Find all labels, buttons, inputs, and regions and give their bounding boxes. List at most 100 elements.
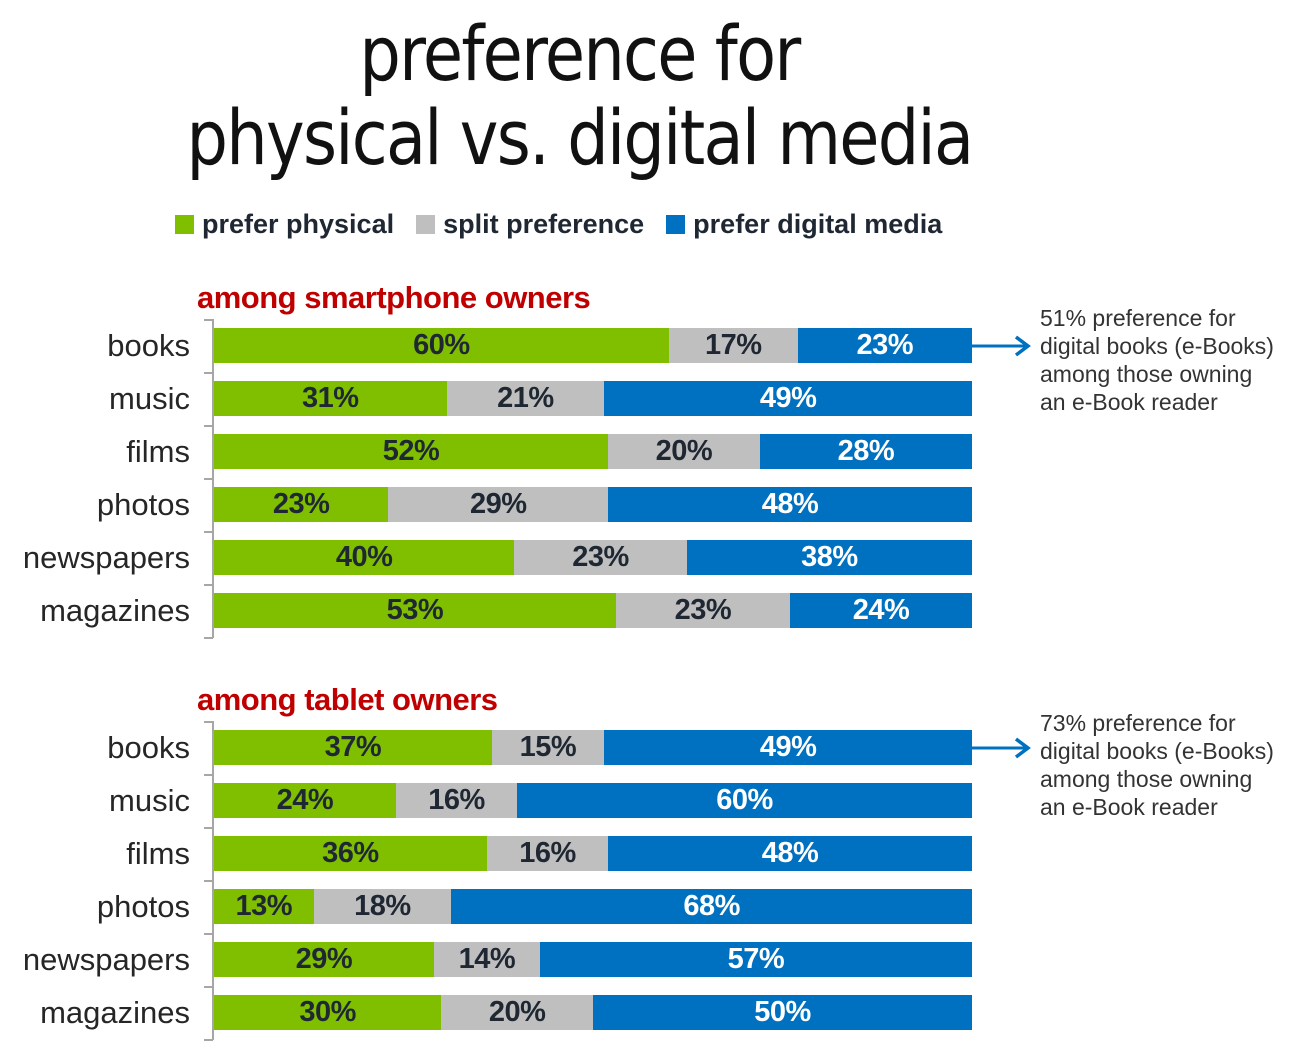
- bar-segment-prefer-physical: 37%: [214, 730, 492, 765]
- stacked-bar: 31% 21% 49%: [214, 381, 972, 416]
- stacked-bar: 60% 17% 23%: [214, 328, 972, 363]
- axis-tick: [204, 986, 213, 988]
- legend-swatch-blue: [666, 214, 686, 234]
- axis-tick: [204, 721, 213, 723]
- bar-segment-split-preference: 23%: [615, 593, 791, 628]
- bar-segment-prefer-digital-media: 38%: [686, 540, 972, 575]
- bar-segment-prefer-physical: 30%: [214, 995, 442, 1030]
- bar-segment-split-preference: 14%: [433, 942, 540, 977]
- axis-tick: [204, 880, 213, 882]
- bar-segment-prefer-physical: 52%: [214, 434, 609, 469]
- legend-item-prefer-physical: prefer physical: [175, 209, 394, 240]
- annotation-line: digital books (e-Books): [1040, 738, 1274, 764]
- axis-tick: [204, 425, 213, 427]
- axis-tick: [204, 372, 213, 374]
- axis-tick: [204, 774, 213, 776]
- bar-segment-prefer-physical: 23%: [214, 487, 389, 522]
- axis-tick: [204, 531, 213, 533]
- y-axis-tablet: [212, 721, 214, 1040]
- bar-segment-split-preference: 23%: [514, 540, 687, 575]
- axis-tick: [204, 584, 213, 586]
- bar-segment-split-preference: 16%: [395, 783, 518, 818]
- bar-segment-prefer-physical: 31%: [214, 381, 447, 416]
- stacked-bar: 13% 18% 68%: [214, 889, 972, 924]
- annotation-line: 73% preference for: [1040, 710, 1236, 736]
- stacked-bar: 40% 23% 38%: [214, 540, 972, 575]
- axis-tick: [204, 637, 213, 639]
- category-label: films: [126, 836, 190, 871]
- legend-label: split preference: [443, 208, 645, 239]
- stacked-bar: 30% 20% 50%: [214, 995, 972, 1030]
- bar-segment-prefer-digital-media: 50%: [592, 995, 972, 1030]
- bar-segment-prefer-digital-media: 48%: [608, 836, 972, 871]
- bar-segment-split-preference: 29%: [388, 487, 609, 522]
- category-label: films: [126, 434, 190, 469]
- category-label: newspapers: [22, 942, 190, 977]
- category-label: magazines: [40, 593, 190, 628]
- bar-segment-prefer-digital-media: 60%: [517, 783, 972, 818]
- bar-segment-prefer-digital-media: 28%: [759, 434, 972, 469]
- bar-segment-split-preference: 18%: [313, 889, 452, 924]
- bar-segment-prefer-digital-media: 48%: [608, 487, 972, 522]
- legend-label: prefer digital media: [693, 208, 943, 239]
- bar-segment-prefer-physical: 40%: [214, 540, 515, 575]
- stacked-bar: 52% 20% 28%: [214, 434, 972, 469]
- bar-segment-prefer-physical: 24%: [214, 783, 396, 818]
- category-label: photos: [96, 889, 190, 924]
- legend: prefer physical split preference prefer …: [175, 207, 964, 241]
- section-title-tablet: among tablet owners: [197, 682, 498, 717]
- category-label: music: [109, 381, 190, 416]
- axis-tick: [204, 478, 213, 480]
- bar-segment-prefer-digital-media: 49%: [604, 381, 972, 416]
- annotation-line: an e-Book reader: [1040, 389, 1218, 415]
- category-label: newspapers: [22, 540, 190, 575]
- category-label: music: [109, 783, 190, 818]
- axis-tick: [204, 319, 213, 321]
- annotation-line: among those owning: [1040, 361, 1253, 387]
- bar-segment-prefer-digital-media: 57%: [539, 942, 972, 977]
- stacked-bar: 24% 16% 60%: [214, 783, 972, 818]
- stacked-bar: 23% 29% 48%: [214, 487, 972, 522]
- category-label: books: [107, 730, 190, 765]
- bar-segment-prefer-digital-media: 24%: [790, 593, 972, 628]
- bar-segment-split-preference: 20%: [608, 434, 760, 469]
- stacked-bar: 36% 16% 48%: [214, 836, 972, 871]
- stacked-bar: 29% 14% 57%: [214, 942, 972, 977]
- bar-segment-prefer-digital-media: 49%: [604, 730, 972, 765]
- stacked-bar: 53% 23% 24%: [214, 593, 972, 628]
- axis-tick: [204, 827, 213, 829]
- chart-title: preference for physical vs. digital medi…: [81, 12, 1079, 180]
- category-label: magazines: [40, 995, 190, 1030]
- bar-segment-split-preference: 20%: [441, 995, 593, 1030]
- legend-swatch-gray: [416, 214, 436, 234]
- bar-segment-prefer-digital-media: 68%: [451, 889, 972, 924]
- legend-label: prefer physical: [202, 208, 395, 239]
- bar-segment-split-preference: 17%: [668, 328, 798, 363]
- axis-tick: [204, 933, 213, 935]
- chart-title-line-2: physical vs. digital media: [186, 93, 975, 182]
- category-label: books: [107, 328, 190, 363]
- bar-segment-split-preference: 21%: [446, 381, 605, 416]
- bar-segment-prefer-physical: 13%: [214, 889, 314, 924]
- annotation-line: digital books (e-Books): [1040, 333, 1274, 359]
- annotation-line: among those owning: [1040, 766, 1253, 792]
- arrow-right-icon: [972, 737, 1031, 759]
- bar-segment-prefer-physical: 36%: [214, 836, 487, 871]
- stacked-bar: 37% 15% 49%: [214, 730, 972, 765]
- y-axis-smartphone: [212, 319, 214, 638]
- bar-segment-prefer-digital-media: 23%: [797, 328, 972, 363]
- bar-segment-split-preference: 15%: [491, 730, 605, 765]
- legend-item-prefer-digital: prefer digital media: [666, 209, 942, 240]
- annotation-line: 51% preference for: [1040, 305, 1236, 331]
- annotation-line: an e-Book reader: [1040, 794, 1218, 820]
- bar-segment-prefer-physical: 53%: [214, 593, 616, 628]
- chart-title-line-1: preference for: [359, 9, 801, 98]
- annotation-tablet: 73% preference for digital books (e-Book…: [1040, 709, 1274, 821]
- axis-tick: [204, 1039, 213, 1041]
- section-title-smartphone: among smartphone owners: [197, 280, 591, 315]
- bar-segment-split-preference: 16%: [486, 836, 609, 871]
- legend-swatch-green: [175, 214, 194, 234]
- annotation-smartphone: 51% preference for digital books (e-Book…: [1040, 304, 1274, 416]
- bar-segment-prefer-physical: 60%: [214, 328, 669, 363]
- category-label: photos: [96, 487, 190, 522]
